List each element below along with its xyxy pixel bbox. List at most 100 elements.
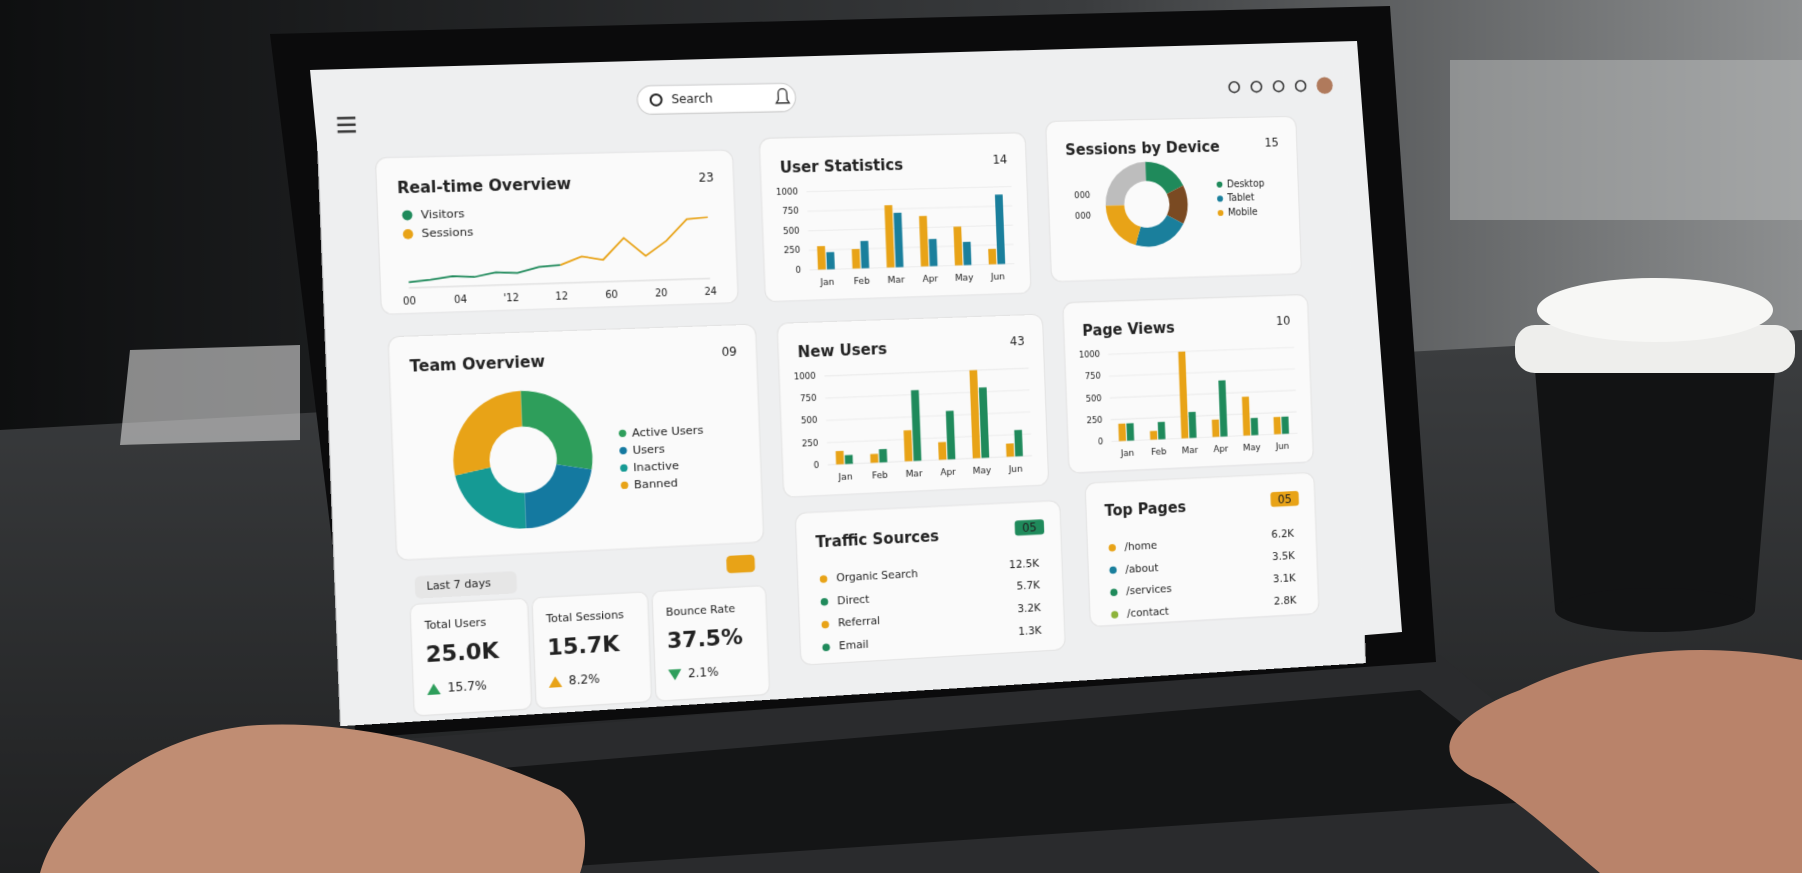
badge: 23 [698,170,714,184]
bar [1118,423,1127,442]
legend-label: Users [632,441,665,456]
card-title: Page Views [1082,319,1175,340]
stat-change: 15.7% [447,678,487,695]
stat-value: 37.5% [667,625,744,654]
y-tick-label: 1000 [794,372,816,383]
coffee-cup [1515,278,1795,632]
bar [1126,423,1135,441]
row-value: 3.5K [1272,549,1296,563]
y-tick-label: 750 [782,207,799,217]
bar [910,390,922,462]
bar [1241,396,1251,436]
x-tick-label: Jun [1008,464,1023,475]
x-tick-label: Apr [940,467,956,479]
paper [120,345,300,445]
x-tick-label: May [955,272,974,283]
x-tick-label: May [973,465,992,477]
row-name: Email [839,638,869,653]
row-name: /contact [1127,605,1170,620]
stat-card [652,586,770,702]
y-tick-label: 1000 [776,187,798,197]
bar [884,205,895,268]
legend-label: Banned [634,475,679,491]
row-name: Referral [838,615,880,630]
dashboard: Search Real-time Overview 23 Visitors Sessio… [314,57,1366,727]
window-blur [1450,60,1802,220]
filter-label: Last 7 days [426,576,491,593]
donut-segment [520,388,593,473]
x-tick-label: Feb [854,276,871,287]
y-tick-label: 500 [801,416,818,427]
bar [953,226,963,266]
bar [903,430,913,462]
legend-label: Visitors [421,206,465,221]
x-tick-label: 04 [454,294,467,306]
legend-label: Desktop [1227,179,1265,191]
bar [878,448,888,463]
card-title: Top Pages [1104,499,1186,520]
x-tick-label: Jun [990,271,1005,282]
y-tick-label: 500 [783,227,800,237]
row-dot [820,597,829,606]
badge: 05 [1022,521,1037,535]
bar [1188,411,1197,439]
bar [962,241,972,266]
menu-icon[interactable] [337,123,356,127]
y-tick-label: 750 [800,394,817,405]
stat-value: 15.7K [547,632,621,661]
badge: 09 [721,345,737,360]
bar [817,246,826,270]
legend-label: Inactive [633,458,679,474]
calendar-badge[interactable] [726,554,756,574]
badge [1014,519,1045,536]
x-tick-label: Jun [1275,441,1290,452]
row-dot [819,575,828,584]
bar [1250,417,1259,436]
legend-label: Sessions [421,225,473,241]
bar [1157,421,1166,440]
bar [1149,430,1158,440]
side-label: 000 [1075,212,1091,222]
bar [919,215,929,267]
stat-label: Total Sessions [545,608,624,625]
x-tick-label: 00 [403,296,416,308]
search-placeholder: Search [671,91,713,106]
bar [1211,419,1220,438]
bar [945,410,956,460]
menu-icon[interactable] [337,130,356,133]
right-hand [1449,650,1802,873]
menu-icon[interactable] [336,116,356,120]
stat-label: Bounce Rate [666,602,736,619]
card-title: Traffic Sources [815,527,939,551]
filter-dropdown[interactable] [414,571,518,599]
row-value: 5.7K [1016,579,1041,593]
stat-value: 25.0K [425,639,500,669]
bar [928,238,938,267]
x-tick-label: Jan [819,277,835,288]
search-box[interactable] [637,83,796,114]
y-tick-label: 250 [784,246,801,256]
legend-label: Tablet [1226,193,1255,204]
stat-change: 8.2% [568,672,600,688]
x-tick-label: 12 [555,291,568,303]
badge: 43 [1010,334,1025,348]
bar [893,212,904,268]
x-tick-label: '12 [503,293,519,305]
badge: 05 [1277,493,1292,507]
card [1046,116,1302,281]
card [1063,294,1314,473]
row-value: 12.5K [1009,557,1040,571]
stat-card [410,598,532,716]
row-dot [821,620,830,629]
row-name: Organic Search [836,567,918,584]
y-tick-label: 0 [795,266,801,276]
card [1085,472,1319,626]
x-tick-label: Feb [1151,446,1167,457]
legend-label: Active Users [632,422,704,439]
bar [1014,429,1023,457]
y-tick-label: 0 [814,461,820,471]
stat-card [532,592,652,709]
y-tick-label: 750 [1085,372,1101,382]
row-value: 3.1K [1273,571,1297,585]
x-tick-label: Mar [887,275,905,286]
